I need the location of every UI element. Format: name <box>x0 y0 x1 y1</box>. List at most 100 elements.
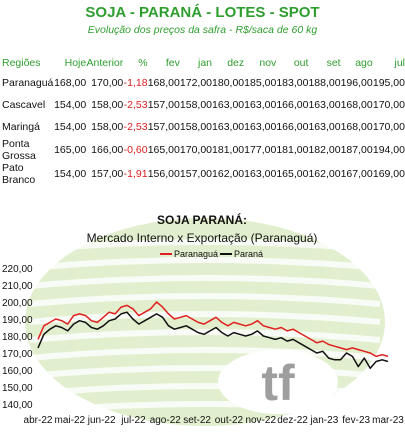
column-header: nov <box>259 57 277 69</box>
background-stripes <box>29 239 381 415</box>
stripe <box>29 293 381 307</box>
price-cell: 196,00 <box>340 77 373 89</box>
price-cell: 181,00 <box>212 144 245 156</box>
price-cell: 187,00 <box>340 144 373 156</box>
price-cell: 170,00 <box>179 144 213 156</box>
price-cell: 185,00 <box>244 77 277 89</box>
column-header: set <box>326 57 341 69</box>
price-table: Regiões Hoje Anterior% fev jan dez nov out set ag… <box>0 54 405 186</box>
price-cell: 165,00 <box>276 168 309 180</box>
region-cell: Paranaguá <box>2 77 54 89</box>
column-header: out <box>293 57 309 69</box>
price-cell: -2,53 <box>123 121 148 133</box>
x-axis: abr-22 mai-22 jun-22 jul-22 ago-22 set-22 out-… <box>24 415 405 426</box>
price-cell: 162,00 <box>212 168 245 180</box>
price-cell: 163,00 <box>212 121 245 133</box>
chart-title: SOJA PARANÁ: <box>157 212 247 227</box>
price-cell: 182,00 <box>308 144 341 156</box>
price-cell: 163,00 <box>308 99 341 111</box>
x-tick-label: fev-23 <box>342 415 370 426</box>
price-cell: 163,00 <box>244 168 277 180</box>
y-tick-label: 140,00 <box>2 400 33 411</box>
price-cell: -0,60 <box>123 144 148 156</box>
price-cell: -2,53 <box>123 99 148 111</box>
price-cell: 168,00 <box>340 99 373 111</box>
legend-label: Paranaguá <box>174 249 218 259</box>
price-cell: 170,00 <box>372 99 405 111</box>
x-tick-label: ago-22 <box>150 415 182 426</box>
y-tick-label: 150,00 <box>2 383 33 394</box>
price-cell: 165,00 <box>54 144 87 156</box>
price-cell: 168,00 <box>340 121 373 133</box>
price-cell: -1,91 <box>123 168 148 180</box>
price-cell: 154,00 <box>54 168 87 180</box>
price-cell: -1,18 <box>123 77 148 89</box>
x-tick-label: dez-22 <box>277 415 308 426</box>
stripe <box>29 329 381 343</box>
price-cell: 154,00 <box>54 121 87 133</box>
x-tick-label: out-22 <box>215 415 244 426</box>
column-header: jan <box>198 57 213 69</box>
price-cell: 163,00 <box>244 121 277 133</box>
price-cell: 162,00 <box>308 168 341 180</box>
price-cell: 172,00 <box>179 77 213 89</box>
price-cell: 195,00 <box>372 77 405 89</box>
x-tick-label: jan-23 <box>309 415 338 426</box>
price-cell: 163,00 <box>212 99 245 111</box>
plot-lines <box>37 301 389 370</box>
price-cell: 167,00 <box>340 168 373 180</box>
price-cell: 183,00 <box>276 77 309 89</box>
series-line <box>37 311 389 370</box>
stripe <box>29 239 381 253</box>
tf-logo: tf <box>218 350 338 414</box>
y-tick-label: 200,00 <box>2 298 33 309</box>
y-tick-label: 210,00 <box>2 281 33 292</box>
table-row: Maringá 154,00 158,00 -2,53 157,00 158,00 163,… <box>0 116 405 138</box>
table-body: Paranaguá 168,00 170,00 -1,18 168,00 172,00 18… <box>0 72 405 186</box>
price-cell: 157,00 <box>91 168 124 180</box>
x-tick-label: mai-22 <box>55 415 86 426</box>
column-header: jul <box>394 57 405 69</box>
price-cell: 177,00 <box>244 144 277 156</box>
price-cell: 157,00 <box>147 99 180 111</box>
price-cell: 170,00 <box>91 77 124 89</box>
stripe <box>29 257 381 271</box>
x-tick-label: set-22 <box>183 415 211 426</box>
table-row: Cascavel 154,00 158,00 -2,53 157,00 158,00 163… <box>0 94 405 116</box>
column-header: % <box>138 57 148 69</box>
price-cell: 168,00 <box>54 77 87 89</box>
y-tick-label: 160,00 <box>2 366 33 377</box>
page-title: SOJA - PARANÁ - LOTES - SPOT <box>85 4 320 21</box>
y-tick-label: 170,00 <box>2 349 33 360</box>
price-cell: 166,00 <box>276 121 309 133</box>
price-cell: 165,00 <box>147 144 180 156</box>
y-tick-label: 220,00 <box>2 264 33 275</box>
region-cell: Maringá <box>2 121 40 133</box>
y-axis: 140,00 150,00 160,00 170,00 180,00 190,00 200,… <box>2 264 33 411</box>
chart-area: tf SOJA PARANÁ: Mercado Interno x Export… <box>0 212 405 437</box>
legend-label: Paraná <box>234 249 263 259</box>
price-cell: 168,00 <box>147 77 180 89</box>
price-cell: 169,00 <box>372 168 405 180</box>
price-cell: 166,00 <box>91 144 124 156</box>
price-cell: 170,00 <box>372 121 405 133</box>
region-cell: Cascavel <box>2 99 46 111</box>
price-cell: 158,00 <box>179 99 213 111</box>
stripe <box>29 401 381 415</box>
table-row: Pato Branco 154,00 157,00 -1,91 156,00 157,00… <box>0 162 405 186</box>
price-cell: 156,00 <box>147 168 180 180</box>
price-cell: 166,00 <box>276 99 309 111</box>
stripe <box>29 311 381 325</box>
price-cell: 194,00 <box>372 144 405 156</box>
table-row: Paranaguá 168,00 170,00 -1,18 168,00 172,00 18… <box>0 72 405 94</box>
y-tick-label: 180,00 <box>2 332 33 343</box>
price-cell: 163,00 <box>308 121 341 133</box>
chart-legend: Paranaguá Paraná <box>160 249 263 259</box>
column-header: Regiões <box>2 57 41 69</box>
series-line <box>37 301 389 358</box>
price-cell: 158,00 <box>91 121 124 133</box>
price-cell: 163,00 <box>244 99 277 111</box>
price-cell: 188,00 <box>308 77 341 89</box>
x-tick-label: jul-22 <box>120 415 146 426</box>
column-header: fev <box>165 57 180 69</box>
